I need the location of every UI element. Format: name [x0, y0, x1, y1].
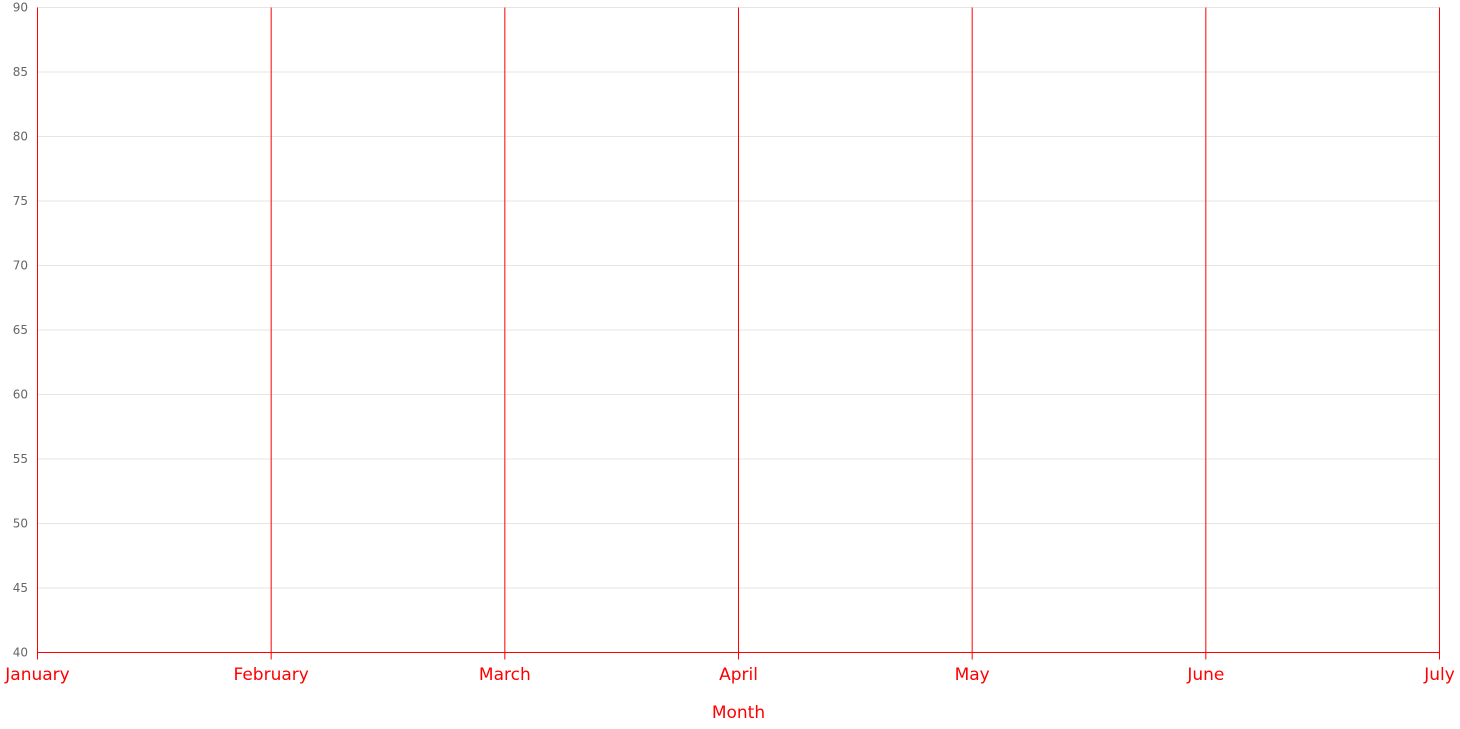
y-tick-label: 40 [13, 646, 28, 660]
x-tick-label: February [233, 665, 308, 685]
y-tick-label: 50 [13, 517, 28, 531]
y-tick-label: 70 [13, 259, 28, 273]
y-tick-label: 60 [13, 388, 28, 402]
x-tick-label: June [1186, 665, 1224, 685]
y-tick-label: 45 [13, 581, 28, 595]
y-tick-label: 65 [13, 323, 28, 337]
y-tick-label: 80 [13, 130, 28, 144]
vertical-grid [37, 7, 1440, 660]
x-tick-label: April [719, 665, 758, 685]
y-axis-ticks: 40 45 50 55 60 65 70 75 80 85 90 [13, 1, 28, 660]
x-tick-label: July [1423, 665, 1455, 685]
x-axis-title: Month [712, 703, 765, 723]
x-tick-label: May [955, 665, 990, 685]
y-tick-label: 85 [13, 65, 28, 79]
x-axis-ticks: January February March April May June July [4, 665, 1455, 685]
x-tick-label: March [479, 665, 531, 685]
x-tick-label: January [4, 665, 69, 685]
y-tick-label: 75 [13, 194, 28, 208]
y-tick-label: 90 [13, 1, 28, 15]
y-tick-label: 55 [13, 452, 28, 466]
